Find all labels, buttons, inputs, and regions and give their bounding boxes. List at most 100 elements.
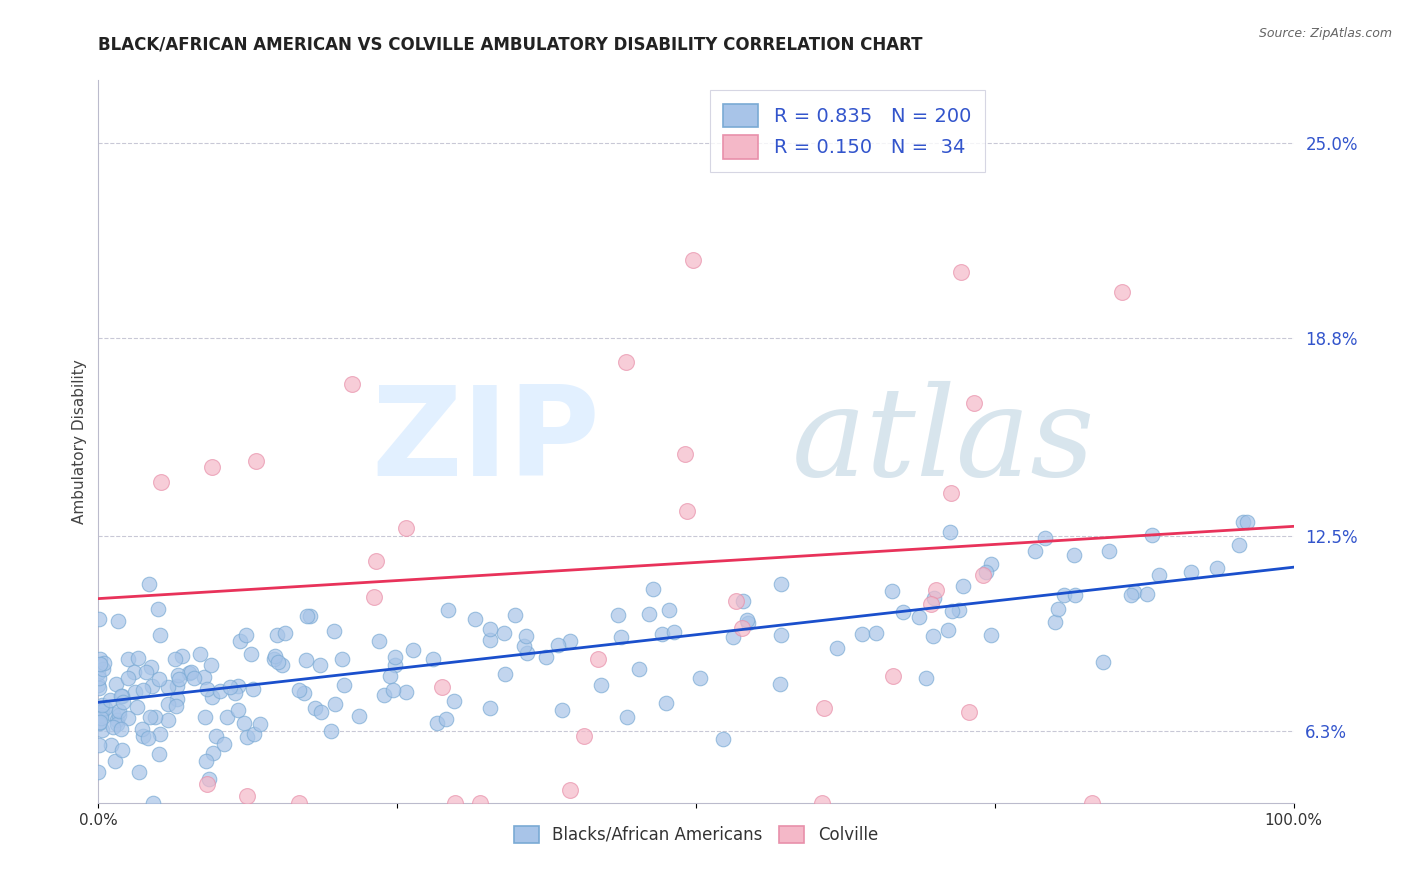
Point [89,612,111,626]
Point [89,652,111,666]
Point [891,605,914,619]
Point [117,671,139,685]
Point [294,652,316,666]
Point [215,710,238,724]
Point [641,582,664,597]
Point [880,584,903,599]
Point [1227,538,1250,552]
Point [108,708,131,723]
Point [232,716,254,731]
Point [402,642,425,657]
Point [547,638,569,652]
Point [607,607,630,622]
Point [363,590,385,604]
Point [111,689,134,703]
Point [148,747,170,761]
Point [201,690,224,705]
Point [167,668,190,682]
Point [138,577,160,591]
Point [132,683,155,698]
Point [90,723,112,737]
Point [658,603,681,617]
Point [149,727,172,741]
Point [156,714,179,728]
Point [638,607,661,621]
Point [226,679,249,693]
Point [105,677,128,691]
Point [426,715,449,730]
Point [89,657,111,671]
Point [381,683,404,698]
Point [297,608,319,623]
Point [127,651,149,665]
Point [135,665,157,680]
Point [201,460,224,475]
Point [166,692,188,706]
Point [249,717,271,731]
Point [245,454,267,468]
Point [209,683,232,698]
Point [195,777,218,791]
Point [87,671,110,685]
Point [87,678,110,692]
Point [1205,560,1227,574]
Point [939,485,962,500]
Point [323,697,346,711]
Point [166,679,188,693]
Point [972,568,994,582]
Point [149,628,172,642]
Point [373,688,395,702]
Point [395,684,418,698]
Point [1119,588,1142,602]
Point [588,651,610,665]
Point [167,672,190,686]
Point [922,591,945,606]
Point [157,680,180,694]
Point [395,521,418,535]
Point [288,683,311,698]
Point [980,628,1002,642]
Point [93,656,115,670]
Point [204,729,226,743]
Point [200,657,222,672]
Point [179,665,201,680]
Point [131,722,153,736]
Text: BLACK/AFRICAN AMERICAN VS COLVILLE AMBULATORY DISABILITY CORRELATION CHART: BLACK/AFRICAN AMERICAN VS COLVILLE AMBUL… [98,36,922,54]
Point [464,612,486,626]
Point [333,678,356,692]
Point [950,265,973,279]
Point [91,704,114,718]
Point [367,634,389,648]
Point [163,651,186,665]
Point [443,694,465,708]
Point [980,557,1002,571]
Point [444,796,467,810]
Point [534,650,557,665]
Point [711,732,734,747]
Point [724,594,747,608]
Point [1033,531,1056,545]
Point [201,746,224,760]
Point [1123,585,1146,599]
Point [98,693,121,707]
Y-axis label: Ambulatory Disability: Ambulatory Disability [72,359,87,524]
Point [243,727,266,741]
Point [288,796,311,810]
Point [110,689,132,703]
Point [242,682,264,697]
Point [939,524,962,539]
Point [908,609,931,624]
Point [662,625,685,640]
Point [194,755,217,769]
Point [1024,544,1046,558]
Point [292,686,315,700]
Point [101,720,124,734]
Point [384,649,406,664]
Point [770,577,793,591]
Point [825,641,848,656]
Point [434,712,457,726]
Point [107,614,129,628]
Point [1147,568,1170,582]
Point [87,738,110,752]
Point [110,723,132,737]
